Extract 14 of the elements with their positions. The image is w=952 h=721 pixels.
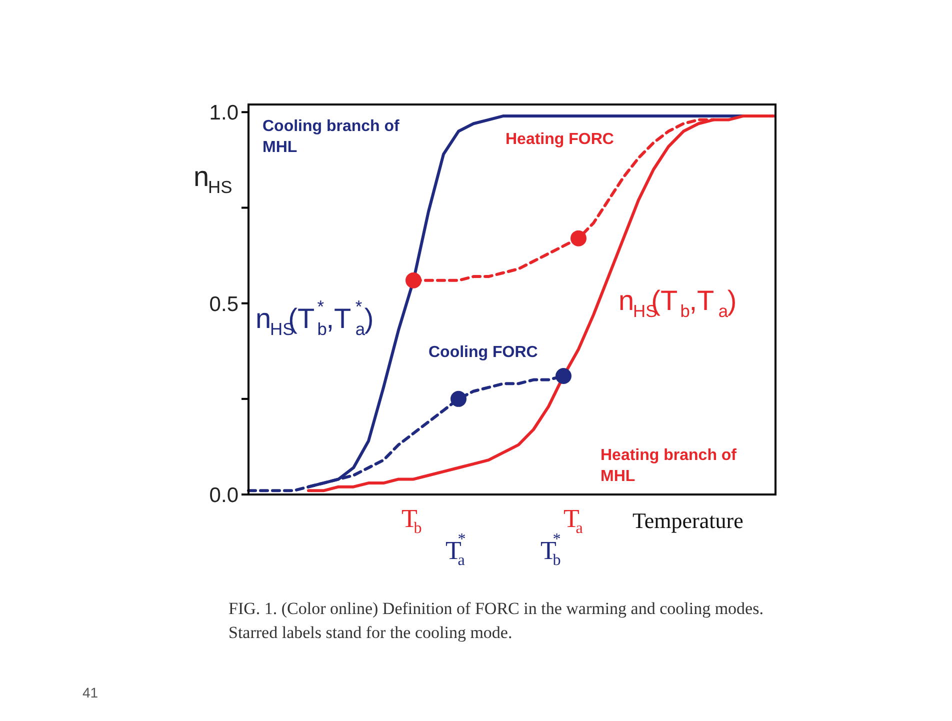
point xyxy=(556,368,572,384)
annotation: Cooling branch of MHL xyxy=(262,118,400,156)
point xyxy=(406,272,422,288)
point xyxy=(570,230,586,246)
point xyxy=(450,390,466,407)
annotation: Cooling FORC xyxy=(428,344,538,361)
x-axis-title: Temperature xyxy=(632,508,744,533)
caption: FIG. 1. (Color online) Definition of FORC in the warming and cooling modes. Starred labels stand for the cooling mode. xyxy=(228,599,764,642)
y-tick-label: 0.5 xyxy=(209,292,239,316)
y-tick-label: 0.0 xyxy=(209,484,239,507)
text: 41 xyxy=(82,684,98,700)
annotation: Heating FORC xyxy=(506,131,614,148)
annotation: Heating branch of MHL xyxy=(600,447,738,485)
y-tick-label: 1.0 xyxy=(209,102,239,125)
